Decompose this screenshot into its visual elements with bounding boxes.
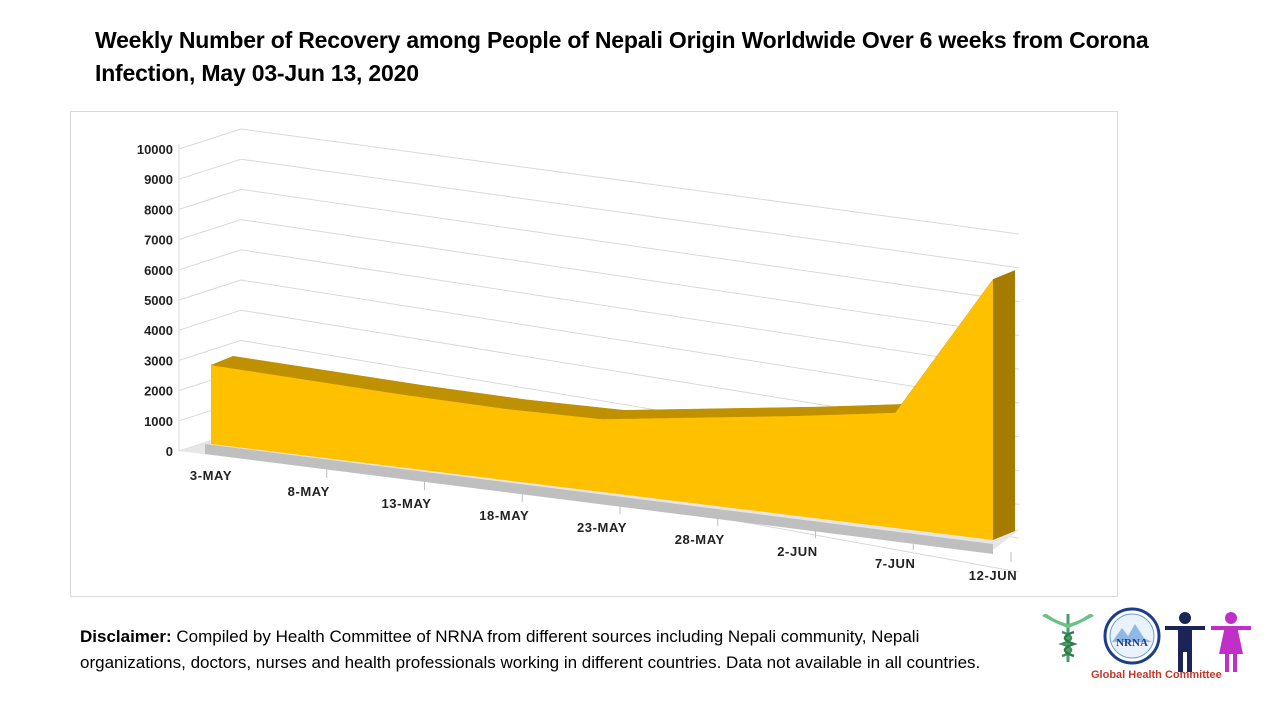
x-tick-label: 3-MAY — [190, 468, 232, 483]
nrna-logo-text: NRNA — [1116, 637, 1148, 649]
y-tick-label: 5000 — [144, 293, 173, 308]
y-tick-label: 2000 — [144, 384, 173, 399]
man-figure-icon — [1165, 612, 1205, 672]
x-tick-label: 2-JUN — [777, 544, 818, 559]
x-tick-label: 12-JUN — [969, 568, 1017, 583]
y-tick-label: 6000 — [144, 263, 173, 278]
gridline — [240, 128, 1020, 235]
chart-area: 0 1000 2000 3000 4000 5000 6000 7000 8000 9000 100… — [70, 111, 1118, 597]
chart-svg: 0 1000 2000 3000 4000 5000 6000 7000 8000 9000 100… — [137, 128, 1020, 583]
gridline-side — [178, 219, 242, 241]
gridline-side — [178, 279, 242, 301]
x-tick-label: 7-JUN — [875, 556, 916, 571]
y-tick-label: 8000 — [144, 202, 173, 217]
y-tick-label: 9000 — [144, 172, 173, 187]
gridline-side — [178, 158, 242, 180]
y-tick-label: 1000 — [144, 414, 173, 429]
woman-figure-icon — [1211, 612, 1251, 672]
disclaimer-label: Disclaimer: — [80, 627, 172, 646]
y-tick-label: 10000 — [137, 142, 173, 157]
logo-caption: Global Health Committee — [1091, 669, 1222, 681]
y-tick-label: 0 — [166, 444, 173, 459]
chart-title: Weekly Number of Recovery among People o… — [95, 27, 1149, 86]
logos-group: NRNA — [1042, 607, 1251, 672]
gridline-side — [178, 309, 242, 331]
gridline-side — [178, 339, 242, 361]
x-tick-label: 28-MAY — [675, 532, 725, 547]
gridline — [240, 219, 1020, 336]
x-tick-label: 8-MAY — [288, 484, 330, 499]
y-tick-label: 3000 — [144, 353, 173, 368]
gridline-side — [178, 188, 242, 210]
y-tick-label: 7000 — [144, 233, 173, 248]
gridline — [240, 158, 1020, 269]
gridline — [240, 188, 1020, 303]
area-front-face — [211, 279, 993, 540]
caduceus-icon — [1042, 613, 1094, 662]
floor-edge — [205, 444, 993, 554]
gridline — [240, 249, 1020, 370]
gridline-side — [178, 249, 242, 271]
x-tick-label: 18-MAY — [479, 508, 529, 523]
disclaimer-text: Compiled by Health Committee of NRNA fro… — [80, 627, 981, 672]
nrna-logo-icon: NRNA — [1103, 607, 1161, 665]
gridline-side — [178, 128, 242, 150]
x-tick-label: 23-MAY — [577, 520, 627, 535]
x-tick-label: 13-MAY — [381, 496, 431, 511]
area-right-side — [993, 270, 1015, 540]
gridline — [240, 279, 1020, 404]
y-tick-label: 4000 — [144, 323, 173, 338]
disclaimer: Disclaimer: Compiled by Health Committee… — [80, 624, 1020, 676]
